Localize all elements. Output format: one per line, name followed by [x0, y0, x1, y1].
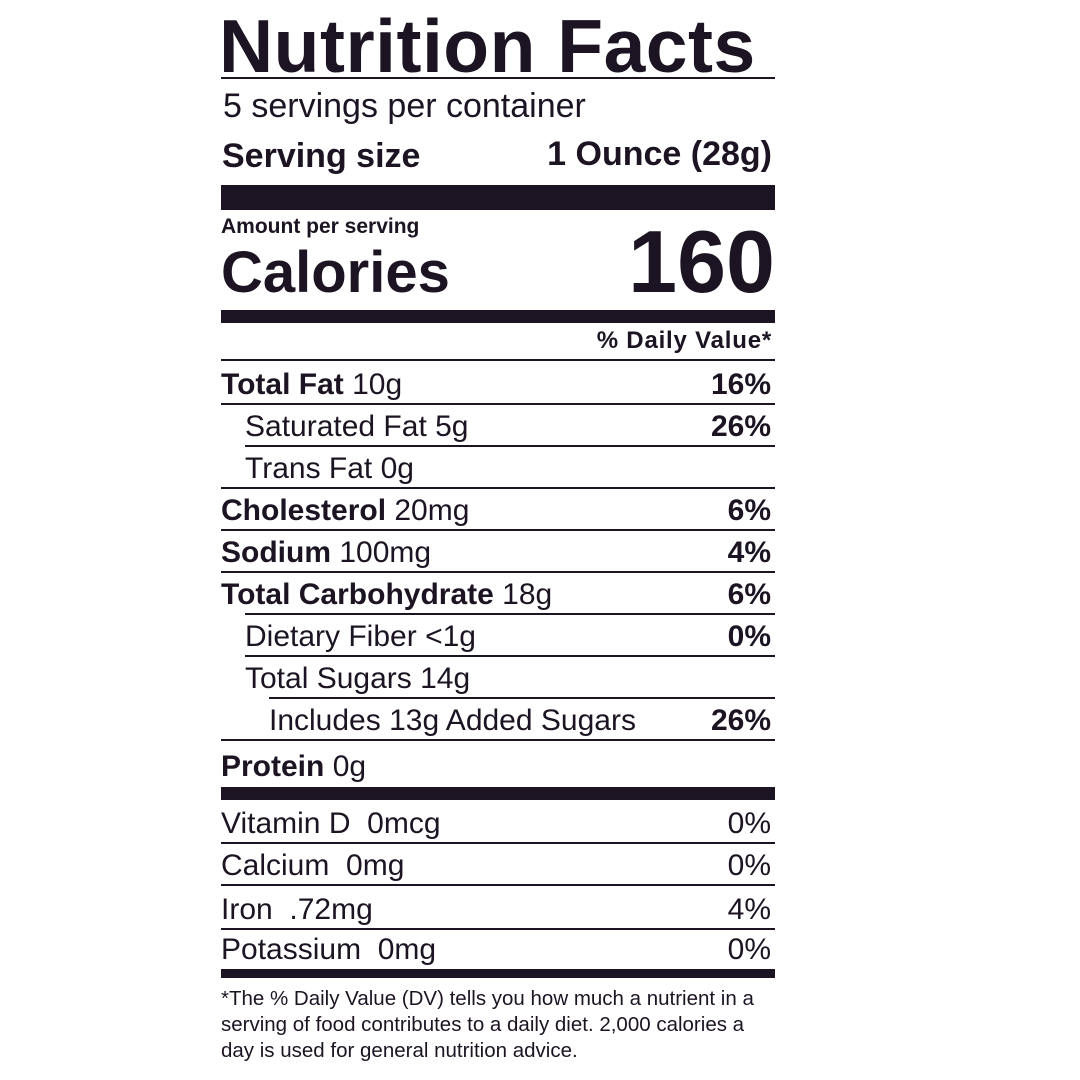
nutrient-name: Total Carbohydrate: [221, 578, 494, 611]
nutrient-amount: 10g: [352, 368, 403, 401]
row-divider: [221, 571, 775, 573]
nutrient-amount: 14g: [420, 662, 471, 695]
medium-rule-calories: [221, 310, 775, 323]
nutrient-dv: 4%: [727, 536, 771, 569]
vitamin-amount: 0mcg: [367, 807, 441, 840]
vitamin-dv: 0%: [727, 849, 771, 882]
nutrient-name: Cholesterol: [221, 494, 387, 527]
serving-size-value: 1 Ounce (28g): [547, 135, 772, 173]
vitamin-row-vitamin-d: Vitamin D 0mcg 0%: [221, 802, 775, 844]
thick-rule-top: [221, 185, 775, 210]
nutrient-dv: 26%: [710, 410, 771, 443]
vitamin-dv: 0%: [727, 807, 771, 840]
thick-rule-vitamins: [221, 787, 775, 800]
nutrient-name: Includes 13g Added Sugars: [269, 704, 636, 737]
daily-value-rule: [221, 359, 775, 361]
nutrient-row-dietary-fiber: Dietary Fiber <1g 0%: [221, 615, 775, 657]
vitamin-name: Vitamin D: [221, 807, 351, 840]
row-divider: [221, 739, 775, 741]
daily-value-header: % Daily Value*: [596, 327, 772, 354]
nutrient-amount: 100mg: [339, 536, 432, 569]
row-divider: [269, 697, 775, 699]
vitamin-amount: 0mg: [346, 849, 405, 882]
nutrient-amount: 0g: [332, 750, 367, 783]
nutrient-row-cholesterol: Cholesterol 20mg 6%: [221, 489, 775, 531]
row-divider: [245, 655, 775, 657]
nutrient-dv: 0%: [727, 620, 771, 653]
row-divider: [221, 403, 775, 405]
bottom-rule: [221, 969, 775, 978]
vitamin-dv: 0%: [727, 933, 771, 966]
nutrient-name: Total Fat: [221, 368, 344, 401]
nutrient-row-sodium: Sodium 100mg 4%: [221, 531, 775, 573]
nutrient-dv: 6%: [727, 578, 771, 611]
row-divider: [221, 884, 775, 886]
amount-per-serving: Amount per serving: [221, 215, 420, 238]
nutrient-row-total-fat: Total Fat 10g 16%: [221, 363, 775, 405]
vitamin-name: Iron: [221, 893, 273, 926]
vitamin-dv: 4%: [727, 893, 771, 926]
row-divider: [221, 529, 775, 531]
nutrient-name: Protein: [221, 750, 325, 783]
row-divider: [221, 842, 775, 844]
nutrient-row-saturated-fat: Saturated Fat 5g 26%: [221, 405, 775, 447]
nutrient-row-added-sugars: Includes 13g Added Sugars 26%: [221, 699, 775, 741]
nutrient-dv: 16%: [710, 368, 771, 401]
nutrient-name: Sodium: [221, 536, 331, 569]
vitamin-row-iron: Iron .72mg 4%: [221, 888, 775, 930]
nutrient-amount: 5g: [435, 410, 469, 443]
row-divider: [245, 613, 775, 615]
nutrient-name: Dietary Fiber: [245, 620, 417, 653]
daily-value-footnote: *The % Daily Value (DV) tells you how mu…: [221, 987, 754, 1062]
row-divider: [221, 928, 775, 930]
label-title: Nutrition Facts: [219, 4, 756, 88]
nutrient-row-trans-fat: Trans Fat 0g: [221, 447, 775, 489]
vitamin-row-potassium: Potassium 0mg 0%: [221, 928, 775, 968]
nutrient-row-total-sugars: Total Sugars 14g: [221, 657, 775, 699]
nutrient-amount: <1g: [425, 620, 476, 653]
vitamin-name: Potassium: [221, 933, 362, 966]
servings-per-container: 5 servings per container: [223, 87, 586, 125]
nutrient-name: Total Sugars: [245, 662, 412, 695]
nutrient-name: Saturated Fat: [245, 410, 427, 443]
calories-value: 160: [628, 212, 775, 311]
nutrient-amount: 20mg: [394, 494, 470, 527]
nutrient-amount: 0g: [380, 452, 414, 485]
vitamin-row-calcium: Calcium 0mg 0%: [221, 844, 775, 886]
row-divider: [221, 487, 775, 489]
nutrient-dv: 26%: [710, 704, 771, 737]
nutrient-dv: 6%: [727, 494, 771, 527]
row-divider: [245, 445, 775, 447]
nutrient-name: Trans Fat: [245, 452, 373, 485]
title-rule: [221, 77, 775, 79]
calories-label: Calories: [221, 240, 450, 305]
nutrient-row-total-carbohydrate: Total Carbohydrate 18g 6%: [221, 573, 775, 615]
nutrition-facts-label: Nutrition Facts 5 servings per container…: [219, 0, 775, 1080]
nutrient-amount: 18g: [502, 578, 553, 611]
vitamin-name: Calcium: [221, 849, 330, 882]
serving-size-label: Serving size: [222, 137, 421, 175]
vitamin-amount: 0mg: [377, 933, 437, 966]
vitamin-amount: .72mg: [289, 893, 373, 926]
nutrient-row-protein: Protein 0g: [221, 745, 775, 785]
